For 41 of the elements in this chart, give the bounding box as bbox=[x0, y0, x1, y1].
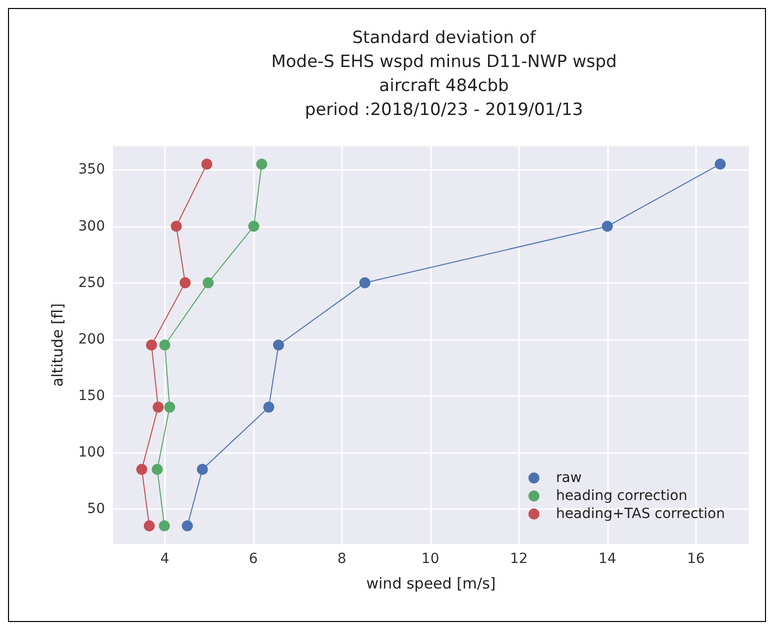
point bbox=[263, 402, 274, 413]
point bbox=[201, 158, 212, 170]
point bbox=[152, 464, 163, 475]
point bbox=[273, 340, 284, 350]
legend-label: heading correction bbox=[556, 488, 688, 504]
x-tick-label: 12 bbox=[510, 551, 528, 567]
chart-title: Standard deviation of Mode-S EHS wspd minus D11-NWP wspd aircraft 484cbb period :2018/10/23 - 2019/01/13 bbox=[271, 28, 617, 120]
y-tick-label: 250 bbox=[78, 274, 105, 291]
y-tick-label: 50 bbox=[87, 500, 105, 517]
point bbox=[248, 220, 260, 232]
point bbox=[152, 402, 164, 413]
y-tick-label: 100 bbox=[78, 444, 105, 460]
x-axis-title: wind speed [m/s] bbox=[366, 574, 496, 592]
point bbox=[146, 340, 158, 350]
legend-label: heading+TAS correction bbox=[556, 506, 726, 522]
point bbox=[136, 464, 148, 475]
y-tick-label: 300 bbox=[78, 218, 105, 234]
y-tick-label: 150 bbox=[78, 388, 105, 404]
point bbox=[202, 277, 214, 288]
point bbox=[256, 158, 268, 170]
x-tick-label: 14 bbox=[598, 551, 616, 567]
point bbox=[714, 158, 726, 170]
point bbox=[164, 402, 176, 413]
point bbox=[159, 340, 170, 350]
point bbox=[144, 520, 155, 532]
x-tick-label: 6 bbox=[248, 551, 258, 567]
point bbox=[170, 220, 182, 232]
point bbox=[180, 277, 191, 288]
point bbox=[196, 464, 208, 475]
x-tick-label: 10 bbox=[421, 551, 440, 567]
x-tick-label: 8 bbox=[337, 551, 346, 567]
y-tick-label: 200 bbox=[78, 331, 105, 348]
y-tick-label: 350 bbox=[78, 162, 105, 178]
x-tick-label: 4 bbox=[160, 551, 170, 567]
y-axis-title: altitude [fl] bbox=[48, 303, 66, 387]
point bbox=[182, 520, 193, 532]
point bbox=[158, 520, 170, 532]
x-tick-label: 16 bbox=[686, 551, 705, 567]
point bbox=[602, 220, 613, 232]
point bbox=[359, 277, 370, 288]
legend-label: raw bbox=[556, 470, 582, 486]
